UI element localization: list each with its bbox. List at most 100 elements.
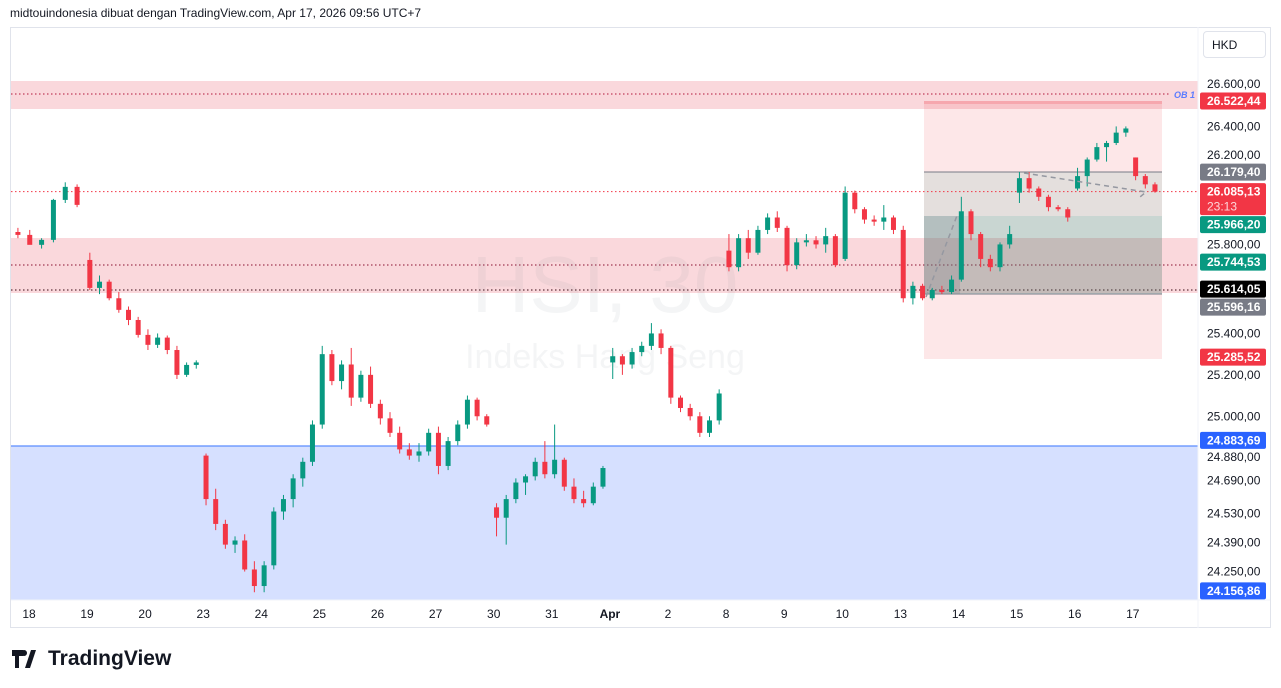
candle-body [116, 298, 122, 310]
x-tick-label: 16 [1068, 607, 1082, 621]
candle [397, 426, 403, 454]
candle [97, 275, 102, 295]
candle-body [494, 507, 500, 518]
candle-body [484, 416, 490, 425]
candle [823, 227, 829, 253]
candle [377, 399, 383, 425]
candle [184, 362, 190, 377]
candle-body [155, 337, 161, 345]
candle-body [184, 364, 190, 375]
candle [358, 370, 364, 402]
candle-body [135, 319, 141, 335]
candle [1113, 126, 1119, 146]
candle [852, 190, 858, 214]
candle [900, 225, 906, 303]
candle-body [590, 486, 596, 504]
candle-body [871, 219, 877, 222]
candle-body [745, 238, 751, 253]
candle-body [222, 523, 228, 545]
candle [629, 347, 635, 369]
candle-body [648, 333, 654, 346]
currency-button[interactable]: HKD [1203, 31, 1266, 58]
price-label-badge [1200, 280, 1266, 298]
y-tick-label: 25.800,00 [1207, 238, 1261, 252]
candle-body [164, 337, 170, 351]
candle-body [1133, 157, 1139, 177]
candle-body [571, 486, 577, 500]
candle [658, 329, 664, 355]
price-label-text: 24.883,69 [1207, 433, 1261, 447]
candle-body [15, 231, 21, 235]
candle [368, 366, 374, 408]
candle-body [39, 239, 45, 245]
candle [600, 465, 606, 489]
price-label-badge [1200, 163, 1266, 181]
candle-body [87, 259, 93, 288]
candle [339, 360, 345, 390]
x-tick-label: 9 [781, 607, 788, 621]
candle-body [319, 354, 325, 425]
x-tick-label: 20 [138, 607, 152, 621]
candle [619, 354, 625, 375]
candle [1055, 205, 1061, 212]
candle [1152, 182, 1158, 193]
candle [145, 329, 151, 351]
candle [1094, 142, 1100, 162]
candle-body [474, 399, 480, 417]
candle [242, 534, 248, 572]
price-label-text: 25.744,53 [1207, 255, 1261, 269]
candle-body [358, 374, 364, 398]
candle [910, 281, 916, 305]
candle-body [552, 459, 558, 475]
x-tick-label: 14 [952, 607, 966, 621]
candle [232, 536, 238, 553]
tradingview-logo[interactable]: TradingView [12, 647, 171, 671]
price-label-text: 26.179,40 [1207, 165, 1261, 179]
candle [861, 207, 867, 224]
candle-body [348, 364, 354, 398]
candle-body [27, 234, 33, 245]
candle [445, 436, 451, 471]
x-tick-label: 27 [429, 607, 443, 621]
candle [1142, 174, 1148, 189]
candle-body [1142, 176, 1148, 185]
candle-body [329, 354, 335, 382]
watermark-symbol: HSI, 30 [472, 240, 739, 329]
candle [939, 285, 945, 295]
candle [87, 252, 93, 290]
candle [222, 519, 228, 549]
candle [639, 341, 645, 357]
candle-body [852, 192, 858, 210]
candle [832, 234, 838, 268]
candle [261, 561, 267, 593]
candle [707, 416, 712, 437]
candle [309, 420, 315, 466]
chart-frame [10, 27, 1271, 628]
price-label-badge [1200, 348, 1266, 366]
x-tick-label: 13 [894, 607, 908, 621]
y-tick-label: 25.000,00 [1207, 409, 1261, 423]
candle-body [997, 244, 1003, 268]
x-tick-label: 26 [371, 607, 385, 621]
candle [532, 457, 538, 481]
candle-body [426, 432, 432, 452]
candle [1084, 157, 1090, 187]
candle-body [309, 424, 315, 462]
candle [406, 443, 412, 460]
y-tick-label: 24.250,00 [1207, 565, 1261, 579]
candle-body [1104, 142, 1110, 148]
y-tick-label: 24.880,00 [1207, 450, 1261, 464]
candle-body [658, 333, 664, 348]
candle-body [600, 468, 606, 487]
candle [494, 503, 500, 537]
candle [697, 412, 703, 437]
candle-body [920, 285, 926, 299]
x-tick-label: 8 [723, 607, 730, 621]
candle-body [290, 478, 296, 500]
candle-body [813, 240, 819, 245]
candle [50, 198, 56, 243]
candle-body [106, 281, 112, 299]
candle-body [62, 186, 68, 200]
price-label-badge [1200, 298, 1266, 316]
